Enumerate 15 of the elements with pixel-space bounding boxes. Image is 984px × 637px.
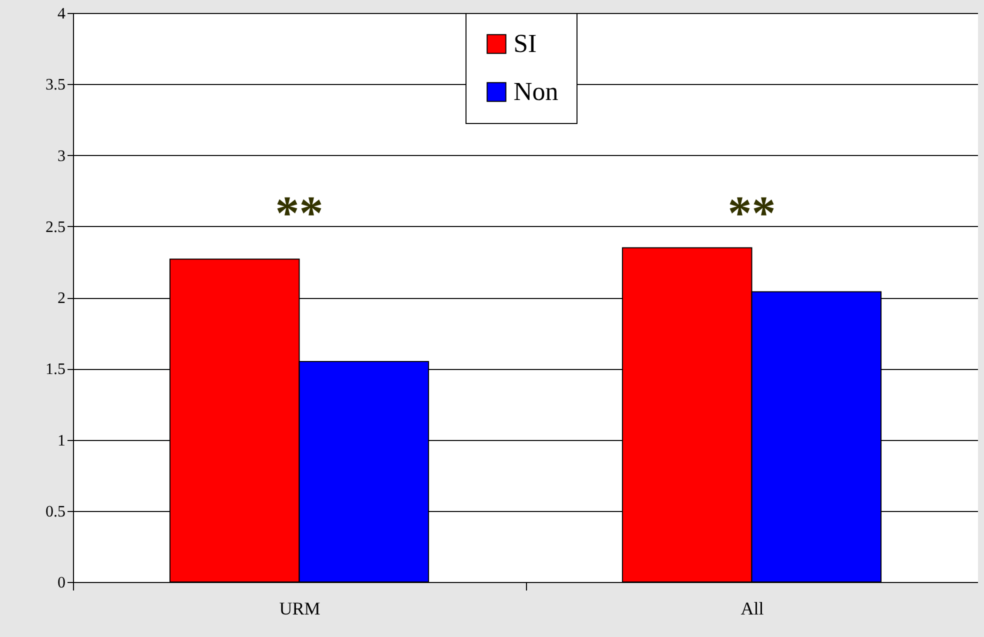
y-tick-label: 3.5 xyxy=(46,76,66,94)
annotation: ** xyxy=(728,187,776,240)
legend-label: SI xyxy=(514,29,537,58)
x-tick-label: URM xyxy=(279,598,320,618)
legend-label: Non xyxy=(514,77,558,106)
y-tick-label: 0.5 xyxy=(46,503,66,520)
x-tick-label: All xyxy=(740,598,764,618)
y-tick-label: 2 xyxy=(58,290,66,307)
y-tick-label: 2.5 xyxy=(46,218,66,236)
annotation: ** xyxy=(275,187,324,240)
y-tick-label: 3 xyxy=(58,148,66,165)
y-tick-label: 1.5 xyxy=(46,361,66,378)
y-tick-label: 1 xyxy=(58,432,66,450)
y-tick-label: 4 xyxy=(58,6,66,22)
y-tick-label: 0 xyxy=(58,574,66,592)
